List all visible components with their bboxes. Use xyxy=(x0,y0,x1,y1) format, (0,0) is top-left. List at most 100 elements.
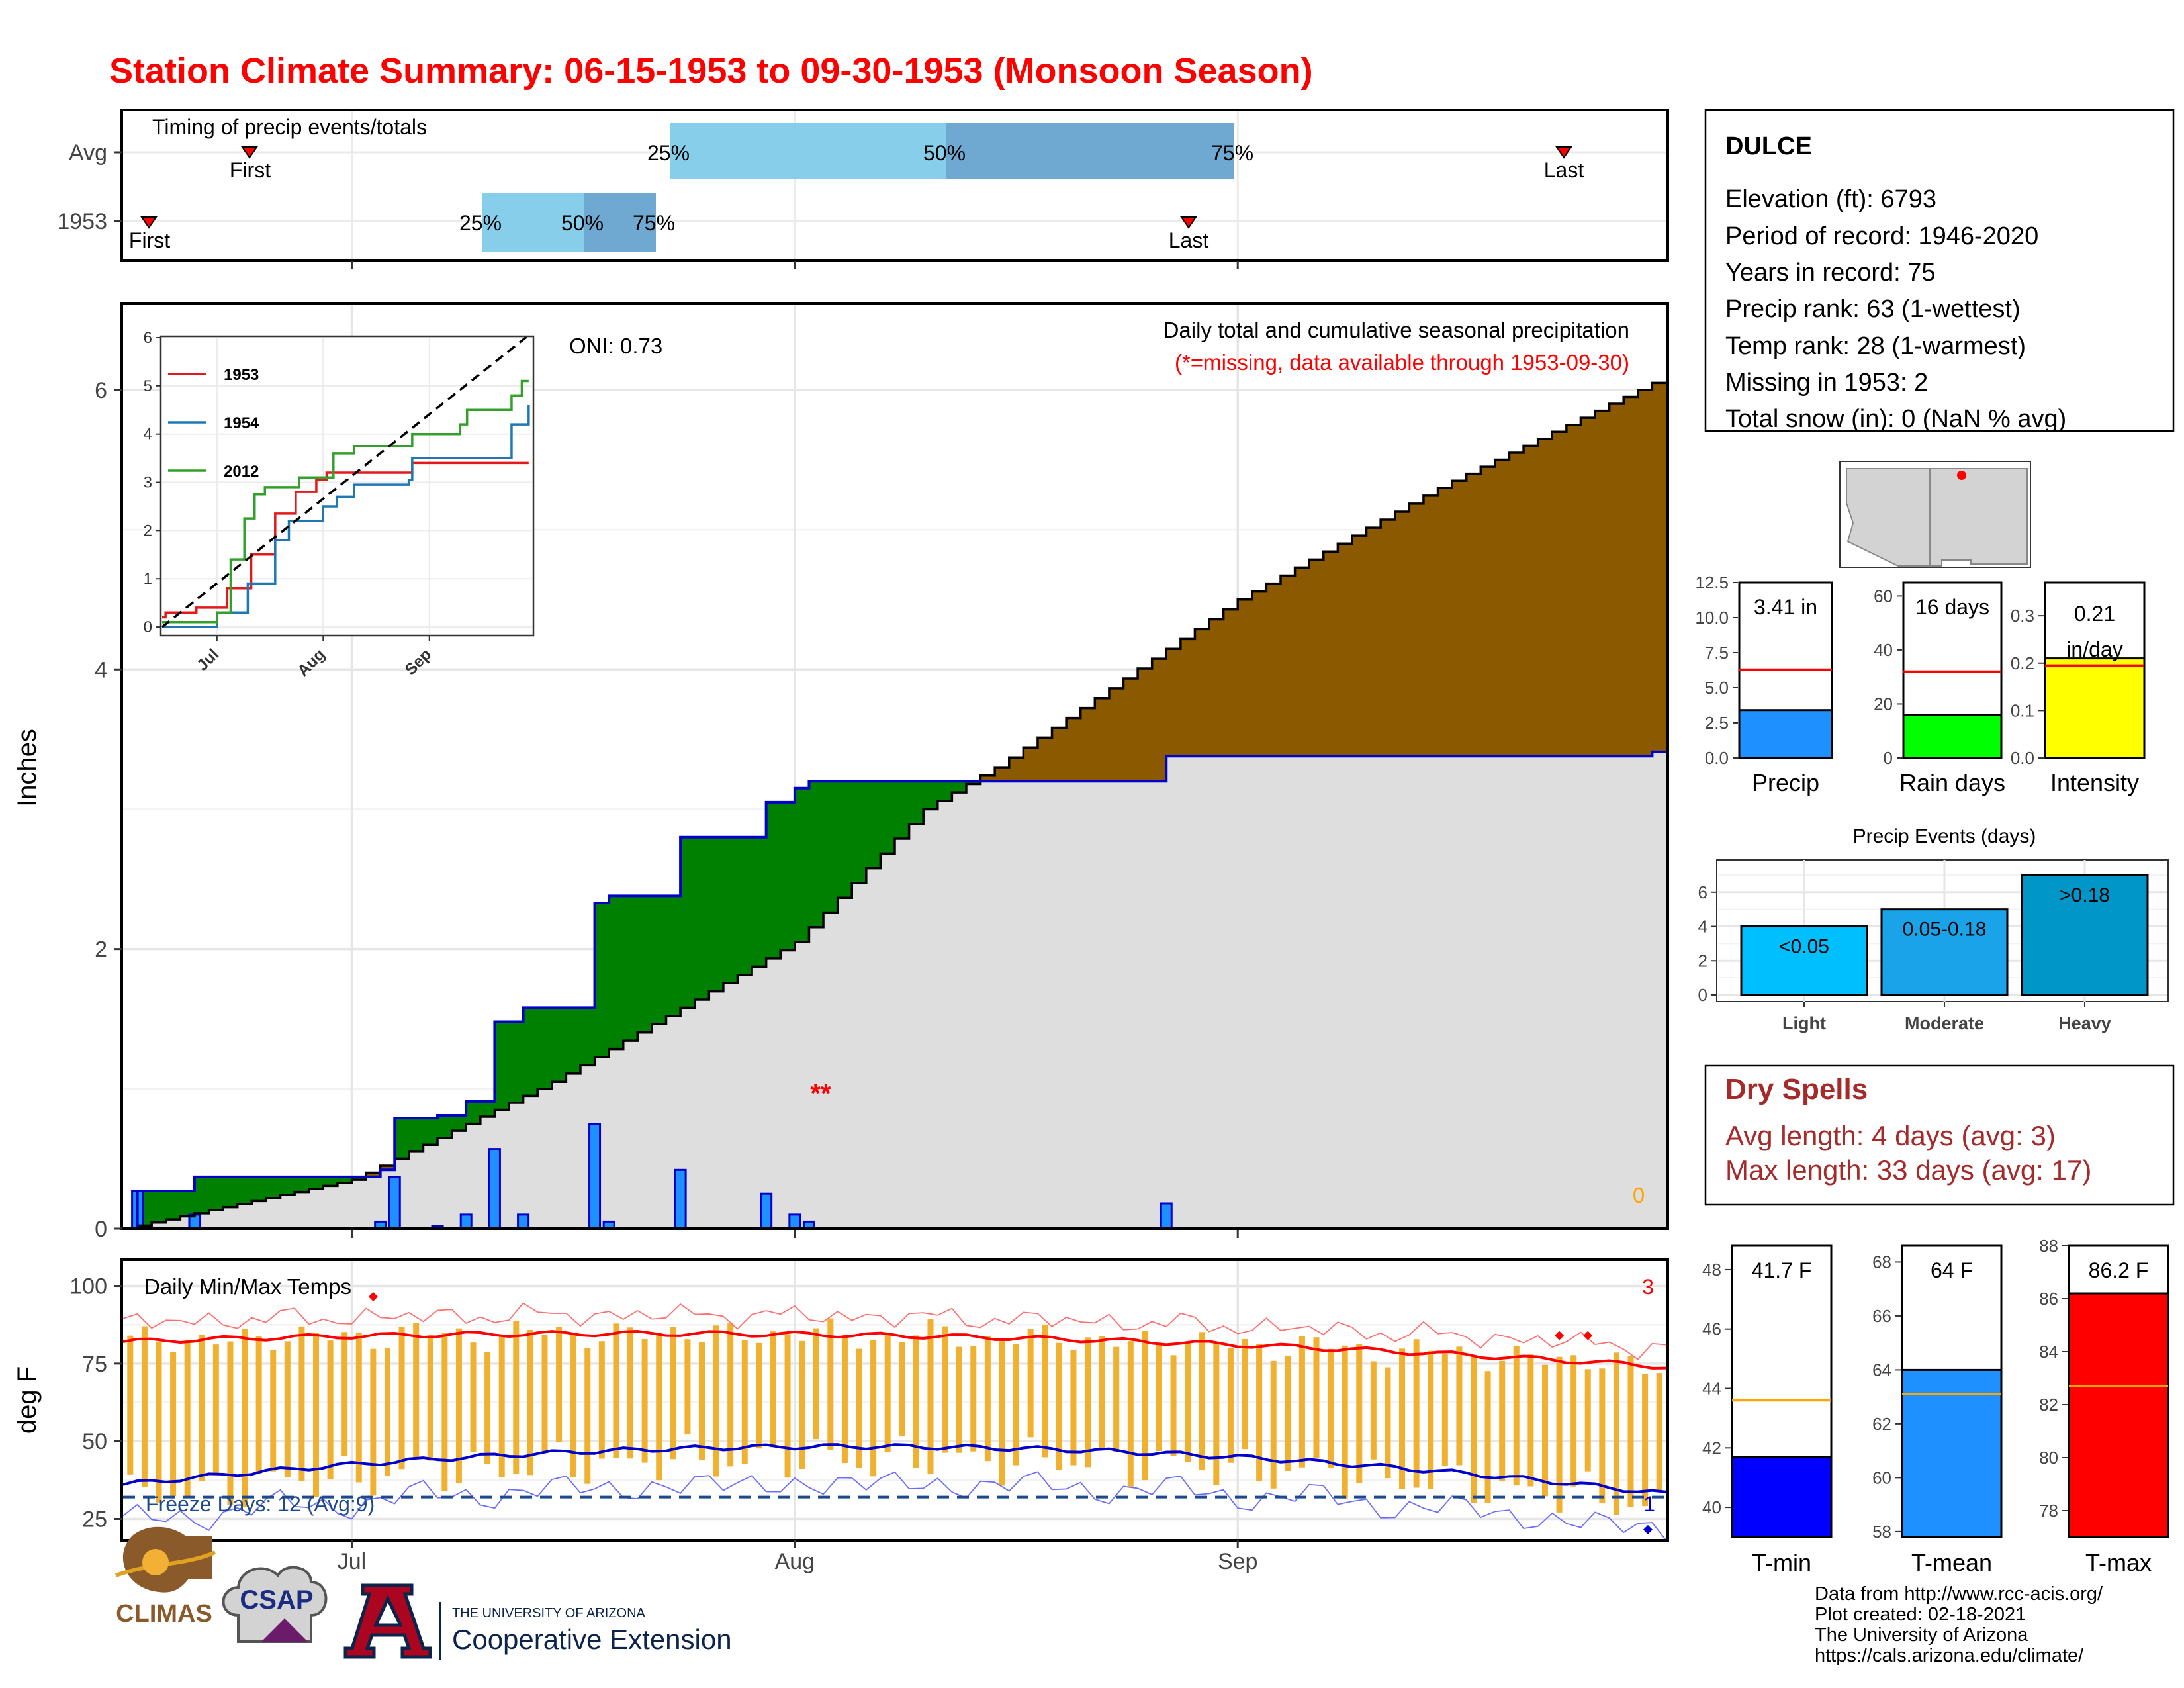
daily-temp-range-bar xyxy=(1627,1356,1634,1507)
event-bar-label: Moderate xyxy=(1905,1013,1984,1033)
daily-temp-range-bar xyxy=(1013,1344,1020,1466)
station-elevation: Elevation (ft): 6793 xyxy=(1725,185,1936,213)
precip-ytick-label: 4 xyxy=(95,657,107,682)
timing-title: Timing of precip events/totals xyxy=(152,115,427,139)
event-bar-value: >0.18 xyxy=(2060,884,2110,906)
temp-summary-ytick-label: 44 xyxy=(1702,1379,1721,1399)
temp-summary-ytick-label: 40 xyxy=(1702,1497,1721,1517)
event-bar-heavy xyxy=(2021,874,2149,996)
daily-temp-range-bar xyxy=(1170,1355,1177,1456)
temp-summary-ytick-label: 42 xyxy=(1702,1438,1721,1458)
daily-temp-range-bar xyxy=(684,1339,691,1434)
summary-value-label: 16 days xyxy=(1915,595,1989,619)
daily-temp-range-bar xyxy=(641,1339,648,1463)
summary-ytick-label: 0.2 xyxy=(2011,653,2034,673)
timing-row-avg: Avg xyxy=(69,140,107,165)
daily-temp-range-bar xyxy=(613,1323,619,1458)
summary-chart-precip: 0.0 2.5 5.0 7.5 10.0 12.5 3.41 in Precip xyxy=(1695,573,1833,796)
precip-events-chart: Precip Events (days) 0 2 4 6 <0.05 Light 0.05-… xyxy=(1698,825,2169,1033)
daily-temp-range-bar xyxy=(298,1326,305,1481)
daily-temp-range-bar xyxy=(513,1321,520,1474)
daily-temp-range-bar xyxy=(1370,1361,1377,1460)
temp-summary-ytick-label: 66 xyxy=(1872,1306,1891,1326)
daily-temp-range-bar xyxy=(999,1341,1005,1486)
cumulative-average-step xyxy=(123,381,1666,1230)
ua-logo: THE UNIVERSITY OF ARIZONA Cooperative Ex… xyxy=(343,1583,732,1660)
precip-ytick-label: 6 xyxy=(95,378,107,403)
freeze-days-label: Freeze Days: 12 (Avg:9) xyxy=(146,1492,375,1516)
csap-cloud xyxy=(222,1566,328,1643)
station-temp-rank: Temp rank: 28 (1-warmest) xyxy=(1725,332,2026,360)
timing-avg-q50-label: 50% xyxy=(923,141,966,165)
daily-precip-bar xyxy=(388,1176,401,1230)
precip-panel-frame xyxy=(120,302,1669,1230)
timing-1953-q75-label: 75% xyxy=(633,211,675,235)
daily-temp-range-bar xyxy=(984,1336,991,1462)
temp-summary-t-max: 78 80 82 84 86 88 86.2 F T-max xyxy=(2039,1236,2169,1576)
daily-temp-range-bar xyxy=(784,1334,791,1478)
summary-value-label: 0.21 xyxy=(2074,602,2115,626)
record-high-marker xyxy=(1583,1331,1593,1340)
dry-spells-title: Dry Spells xyxy=(1725,1073,1868,1105)
summary-category-label: Rain days xyxy=(1899,769,2005,796)
daily-temp-range-bar xyxy=(313,1333,319,1497)
daily-temp-range-bar xyxy=(284,1341,291,1477)
station-info-box: DULCE Elevation (ft): 6793 Period of rec… xyxy=(1704,109,2175,433)
summary-value-bar xyxy=(1738,709,1833,759)
timing-1953-last-label: Last xyxy=(1169,228,1209,252)
timing-row-1953: 1953 xyxy=(57,209,107,234)
daily-temp-range-bar xyxy=(141,1326,148,1487)
daily-temp-range-bar xyxy=(184,1340,191,1497)
temp-ytick-label: 100 xyxy=(69,1274,107,1299)
daily-temp-range-bar xyxy=(1484,1371,1491,1503)
event-bar-light xyxy=(1740,925,1868,996)
events-title: Precip Events (days) xyxy=(1853,825,2036,847)
event-bar-value: <0.05 xyxy=(1779,936,1829,958)
inset-ytick-label: 5 xyxy=(144,377,152,395)
temp-summary-ytick-label: 78 xyxy=(2039,1501,2058,1521)
timing-1953-last-marker xyxy=(1180,216,1197,229)
temp-summary-category-label: T-min xyxy=(1752,1549,1811,1576)
timing-1953-q25-label: 25% xyxy=(459,211,502,235)
temp-ytick-label: 50 xyxy=(82,1429,107,1454)
daily-temp-range-bar xyxy=(1356,1344,1363,1483)
daily-temp-range-bar xyxy=(455,1328,462,1483)
credit-university: The University of Arizona xyxy=(1815,1624,2028,1646)
precip-ytick-label: 0 xyxy=(95,1217,107,1242)
credit-url: https://cals.arizona.edu/climate/ xyxy=(1815,1645,2084,1666)
events-ytick-label: 2 xyxy=(1698,951,1707,970)
inset-line-1953 xyxy=(162,461,529,619)
inset-legend-label: 1954 xyxy=(224,414,259,432)
daily-temp-range-bar xyxy=(770,1331,776,1448)
daily-temp-range-bar xyxy=(1385,1367,1391,1479)
daily-temp-range-bar xyxy=(1199,1332,1205,1471)
daily-temp-range-bar xyxy=(1342,1345,1348,1499)
daily-temp-range-bar xyxy=(1599,1368,1606,1504)
station-years: Years in record: 75 xyxy=(1725,259,1936,287)
daily-temp-range-bar xyxy=(384,1347,390,1476)
daily-temp-range-bar xyxy=(1285,1355,1291,1471)
daily-temp-range-bar xyxy=(1428,1350,1434,1489)
summary-ytick-label: 0.0 xyxy=(2011,748,2034,768)
precip-ylabel: Inches xyxy=(13,729,42,807)
daily-temp-range-bar xyxy=(727,1323,734,1467)
daily-temp-range-bar xyxy=(413,1323,420,1459)
summary-bar-charts: 0.0 2.5 5.0 7.5 10.0 12.5 3.41 in Precip 0 20 40 60… xyxy=(1695,573,2146,796)
record-high-marker xyxy=(368,1291,378,1301)
temp-summary-category-label: T-max xyxy=(2085,1549,2152,1576)
daily-temp-range-bar xyxy=(570,1332,576,1477)
new-mexico-shape xyxy=(1929,468,2028,567)
daily-temp-range-bar xyxy=(884,1334,891,1452)
missing-data-marker: ** xyxy=(810,1079,831,1108)
average-tmin-line xyxy=(122,1443,1667,1493)
daily-temp-range-bar xyxy=(598,1341,605,1459)
record-high-step xyxy=(122,1302,1667,1360)
daily-temp-range-bar xyxy=(1613,1352,1619,1515)
daily-temp-range-bar xyxy=(1213,1342,1220,1485)
inset-ytick-label: 2 xyxy=(144,522,152,539)
station-name: DULCE xyxy=(1725,132,1812,160)
daily-precip-bar xyxy=(674,1168,687,1230)
daily-temp-range-bar xyxy=(1027,1329,1034,1438)
record-low-count: 1 xyxy=(1643,1492,1655,1516)
